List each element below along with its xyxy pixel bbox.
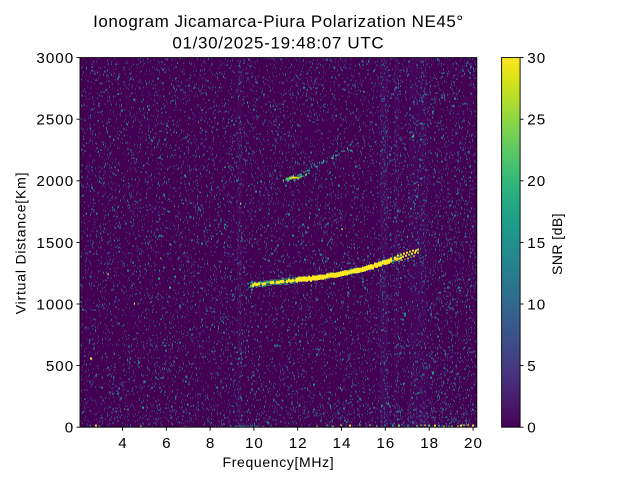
svg-text:25: 25 bbox=[527, 112, 546, 129]
svg-text:1500: 1500 bbox=[36, 235, 74, 252]
svg-text:Frequency[MHz]: Frequency[MHz] bbox=[223, 454, 335, 470]
svg-text:18: 18 bbox=[420, 435, 439, 452]
svg-text:1000: 1000 bbox=[36, 296, 74, 313]
svg-text:0: 0 bbox=[527, 420, 536, 437]
svg-text:10: 10 bbox=[245, 435, 264, 452]
svg-text:12: 12 bbox=[289, 435, 308, 452]
svg-text:10: 10 bbox=[527, 296, 546, 313]
svg-text:2500: 2500 bbox=[36, 112, 74, 129]
svg-text:6: 6 bbox=[162, 435, 171, 452]
svg-text:16: 16 bbox=[376, 435, 395, 452]
svg-text:14: 14 bbox=[333, 435, 352, 452]
svg-text:20: 20 bbox=[527, 173, 546, 190]
svg-text:500: 500 bbox=[46, 358, 74, 375]
svg-text:3000: 3000 bbox=[36, 50, 74, 67]
svg-text:15: 15 bbox=[527, 235, 546, 252]
svg-text:Virtual Distance[Km]: Virtual Distance[Km] bbox=[13, 172, 29, 315]
svg-text:30: 30 bbox=[527, 50, 546, 67]
svg-text:Ionogram Jicamarca-Piura Polar: Ionogram Jicamarca-Piura Polarization NE… bbox=[93, 12, 464, 31]
svg-text:5: 5 bbox=[527, 358, 536, 375]
svg-text:2000: 2000 bbox=[36, 173, 74, 190]
svg-text:01/30/2025-19:48:07 UTC: 01/30/2025-19:48:07 UTC bbox=[172, 33, 384, 52]
svg-text:SNR [dB]: SNR [dB] bbox=[549, 213, 565, 275]
svg-text:0: 0 bbox=[65, 420, 74, 437]
svg-text:4: 4 bbox=[118, 435, 127, 452]
svg-text:8: 8 bbox=[206, 435, 215, 452]
svg-text:20: 20 bbox=[464, 435, 483, 452]
